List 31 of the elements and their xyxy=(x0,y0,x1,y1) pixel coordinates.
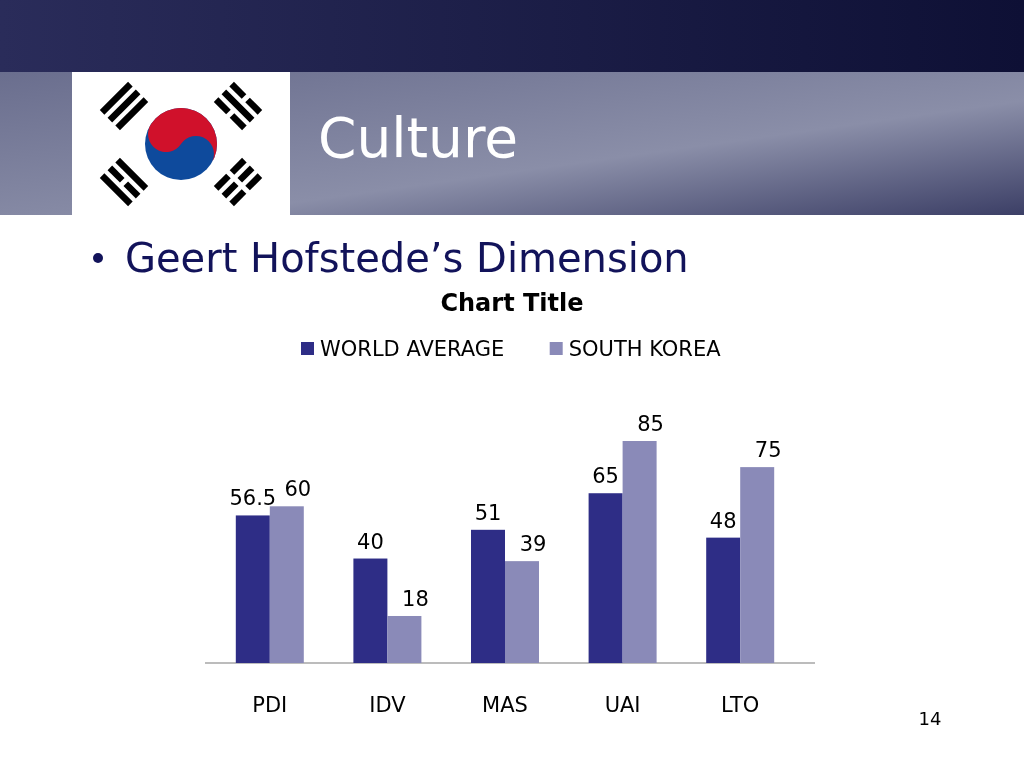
x-tick-label: PDI xyxy=(252,693,288,717)
data-label: 56.5 xyxy=(229,486,277,511)
bar xyxy=(622,441,657,663)
x-tick-label: MAS xyxy=(482,693,528,717)
bar xyxy=(471,529,505,663)
x-tick-label: LTO xyxy=(721,693,760,717)
data-label: 18 xyxy=(402,586,429,611)
text: Chart Title xyxy=(440,289,584,317)
bar xyxy=(353,558,388,663)
x-tick-label: IDV xyxy=(369,693,407,717)
chart-subtitle: Geert Hofstede’s Dimension xyxy=(125,235,689,281)
data-label: 60 xyxy=(284,477,312,502)
chart-title: Culture xyxy=(318,106,519,170)
data-label: 48 xyxy=(709,508,737,533)
bar xyxy=(588,493,623,663)
data-label: 85 xyxy=(637,412,664,436)
bar xyxy=(740,467,775,663)
legend-label: WORLD AVERAGE xyxy=(320,337,505,361)
data-label: 51 xyxy=(474,500,502,525)
data-label: 39 xyxy=(519,532,547,557)
data-label: 40 xyxy=(357,529,384,554)
bar xyxy=(269,506,304,663)
data-label: 65 xyxy=(592,464,619,489)
legend-label: SOUTH KOREA xyxy=(568,337,722,361)
bar xyxy=(387,615,422,663)
bar xyxy=(505,561,539,663)
data-label: 75 xyxy=(754,438,782,463)
bar xyxy=(235,515,270,663)
text: 14 xyxy=(918,708,942,729)
x-tick-label: UAI xyxy=(604,693,641,717)
bar xyxy=(706,537,741,663)
